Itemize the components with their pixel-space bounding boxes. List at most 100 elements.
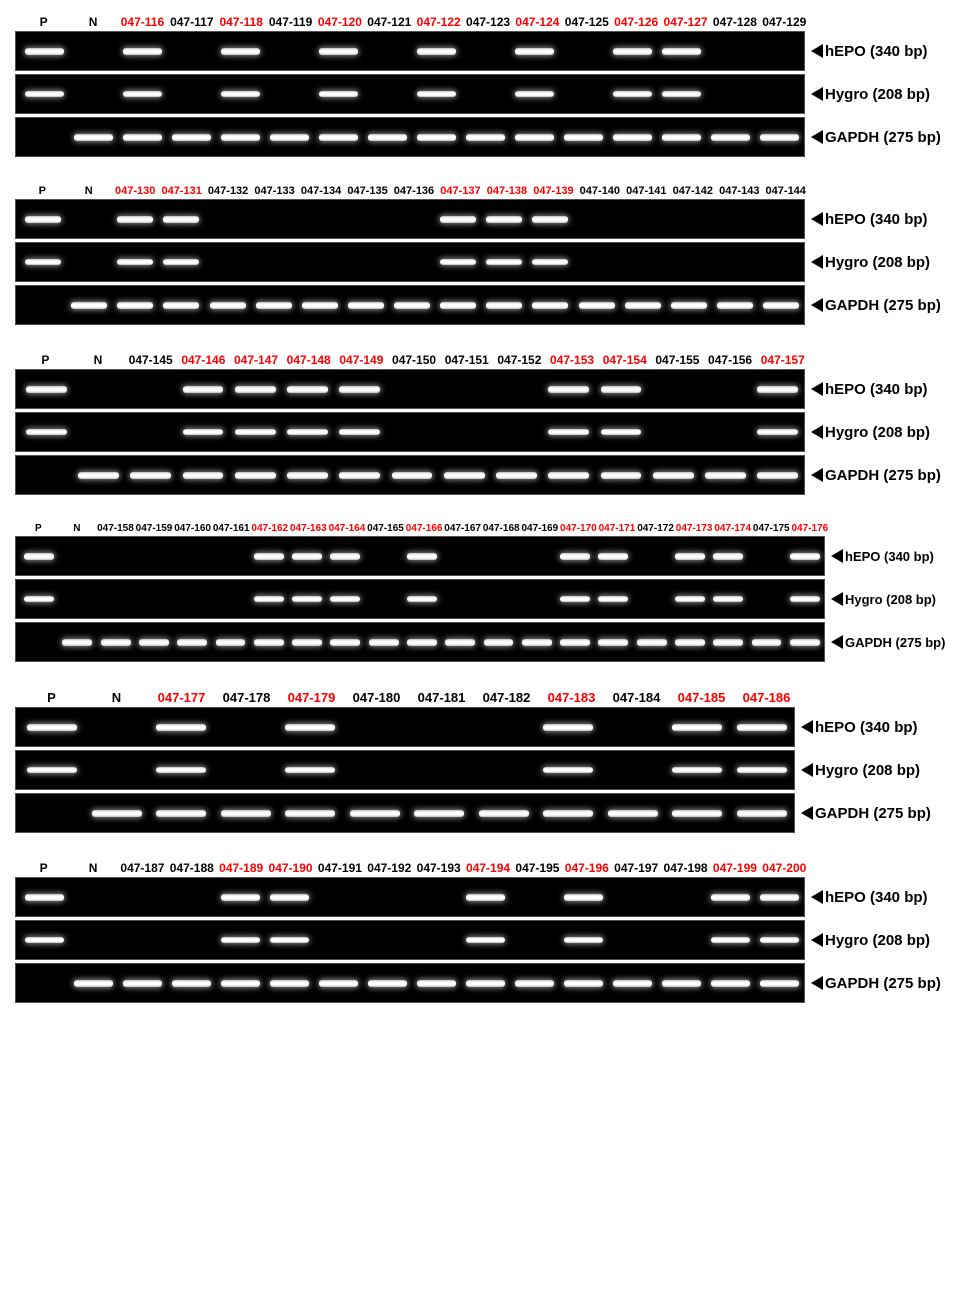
gel-lane (403, 537, 441, 575)
gel-lane (211, 580, 249, 618)
gel-lane (343, 286, 389, 324)
gel-band (221, 980, 259, 987)
gel-strip-hepo (15, 877, 805, 917)
gel-lane (211, 623, 249, 661)
gel-lane (288, 580, 326, 618)
gel-band (601, 429, 642, 435)
lane-label: 047-132 (205, 185, 251, 197)
gel-strip-hygro (15, 750, 795, 790)
lane-label: 047-137 (437, 185, 483, 197)
gel-band (287, 386, 328, 393)
lane-label: 047-189 (217, 861, 266, 875)
gel-row-wrap: hEPO (340 bp) (15, 536, 939, 576)
gel-strip-hepo (15, 536, 825, 576)
gel-lane (343, 751, 408, 789)
gel-lane (334, 413, 386, 451)
gel-band (711, 894, 749, 901)
gel-band (163, 259, 199, 265)
gel-caption-hepo: hEPO (340 bp) (801, 719, 918, 736)
gel-band (613, 48, 651, 55)
gel-row-wrap: hEPO (340 bp) (15, 31, 939, 71)
gel-band (440, 259, 476, 265)
gel-lane (20, 456, 72, 494)
gel-lane (608, 964, 657, 1002)
lane-label: 047-173 (675, 523, 714, 534)
gel-caption-gapdh: GAPDH (275 bp) (811, 975, 941, 992)
lane-label: 047-138 (484, 185, 530, 197)
gel-lane (518, 537, 556, 575)
gel-lane (363, 32, 412, 70)
gel-band (221, 91, 259, 97)
gel-caption-text: hEPO (340 bp) (825, 381, 928, 398)
gel-band (407, 639, 437, 646)
gel-lane (747, 537, 785, 575)
gel-lane (435, 200, 481, 238)
lane-label: 047-188 (167, 861, 216, 875)
lane-label: 047-148 (282, 353, 335, 367)
gel-lane (177, 456, 229, 494)
gel-lane (167, 32, 216, 70)
gel-lane (438, 413, 490, 451)
lane-label: 047-156 (704, 353, 757, 367)
lane-label: 047-122 (414, 15, 463, 29)
gel-lane (334, 370, 386, 408)
pointer-left-icon (811, 976, 823, 990)
gel-lane (620, 200, 666, 238)
gel-lane (135, 580, 173, 618)
gel-lane (20, 623, 58, 661)
gel-band (757, 429, 798, 435)
gel-band (25, 216, 61, 223)
lane-label: 047-175 (752, 523, 791, 534)
gel-lane (510, 75, 559, 113)
gel-caption-hygro: Hygro (208 bp) (831, 592, 936, 607)
gel-band (139, 639, 169, 646)
gel-lane (666, 200, 712, 238)
gel-lane (556, 537, 594, 575)
gel-lane (481, 286, 527, 324)
gel-lane (216, 32, 265, 70)
gel-band (466, 894, 504, 901)
gel-lane (216, 118, 265, 156)
gel-lane (595, 370, 647, 408)
gel-lane (527, 286, 573, 324)
gel-lane (85, 751, 150, 789)
gel-lane (574, 200, 620, 238)
gel-band (330, 553, 360, 560)
gel-caption-text: GAPDH (275 bp) (825, 297, 941, 314)
gel-band (662, 48, 700, 55)
lane-label: 047-141 (623, 185, 669, 197)
gel-lane (158, 286, 204, 324)
gel-lane (173, 580, 211, 618)
gel-lane (657, 964, 706, 1002)
lane-label: 047-174 (713, 523, 752, 534)
gel-band (613, 91, 651, 97)
gel-lane (595, 413, 647, 451)
lane-labels-row: PN047-177047-178047-179047-180047-181047… (15, 690, 799, 705)
gel-caption-gapdh: GAPDH (275 bp) (801, 805, 931, 822)
gel-lane (177, 370, 229, 408)
lane-labels-row: PN047-130047-131047-132047-133047-134047… (15, 185, 809, 197)
gel-row-wrap: GAPDH (275 bp) (15, 622, 939, 662)
gel-lane (216, 75, 265, 113)
gel-band (183, 472, 224, 479)
gel-lane (490, 456, 542, 494)
gel-band (757, 386, 798, 393)
gel-lane (281, 456, 333, 494)
gel-lane (709, 623, 747, 661)
gel-caption-text: Hygro (208 bp) (825, 254, 930, 271)
gel-lane (747, 580, 785, 618)
gel-band (26, 429, 67, 435)
gel-band (560, 596, 590, 602)
gel-caption-hygro: Hygro (208 bp) (811, 932, 930, 949)
gel-lane (386, 456, 438, 494)
gel-lane (97, 580, 135, 618)
gel-lane (205, 286, 251, 324)
gel-lane (657, 75, 706, 113)
gel-lane (706, 118, 755, 156)
gel-row-wrap: GAPDH (275 bp) (15, 963, 939, 1003)
gel-lane (441, 537, 479, 575)
gel-row-wrap: GAPDH (275 bp) (15, 285, 939, 325)
lane-label: 047-180 (344, 690, 409, 705)
lane-label: N (68, 861, 117, 875)
gel-lane (386, 370, 438, 408)
